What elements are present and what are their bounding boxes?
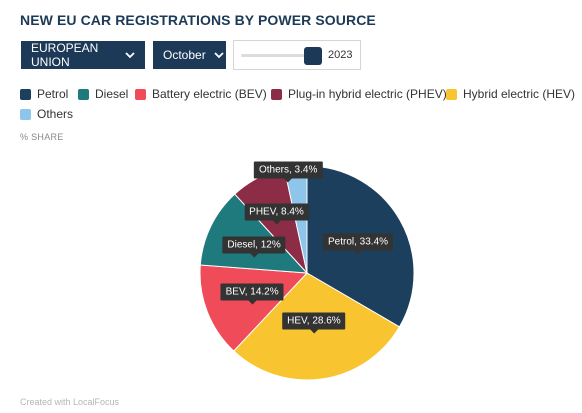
legend-item-others[interactable]: Others — [20, 107, 73, 121]
year-slider[interactable]: 2023 — [233, 40, 361, 70]
slice-label: Diesel, 12% — [222, 236, 286, 258]
legend-swatch — [271, 88, 282, 100]
year-value: 2023 — [328, 49, 353, 61]
slice-label: BEV, 14.2% — [220, 283, 284, 305]
slice-label: Petrol, 33.4% — [322, 233, 394, 255]
legend-swatch — [135, 88, 146, 100]
unit-label: % SHARE — [20, 132, 64, 142]
slice-label: Others, 3.4% — [253, 161, 323, 183]
legend-swatch — [20, 108, 31, 120]
region-dropdown[interactable]: EUROPEAN UNION — [21, 41, 145, 69]
credit-text: Created with LocalFocus — [20, 397, 120, 407]
month-dropdown-label: October — [163, 48, 206, 62]
chevron-down-icon — [125, 51, 135, 59]
chart-title: NEW EU CAR REGISTRATIONS BY POWER SOURCE — [20, 12, 376, 28]
legend-label: Plug-in hybrid electric (PHEV) — [288, 87, 447, 101]
legend-label: Diesel — [95, 87, 129, 101]
legend-swatch — [78, 88, 89, 100]
slice-label: HEV, 28.6% — [282, 312, 346, 334]
legend-swatch — [446, 88, 457, 100]
region-dropdown-label: EUROPEAN UNION — [31, 41, 99, 69]
legend-label: Hybrid electric (HEV) — [463, 87, 576, 101]
year-slider-track[interactable] — [241, 54, 313, 57]
legend-swatch — [20, 88, 31, 100]
legend-label: Others — [37, 107, 74, 121]
legend-item-phev[interactable]: Plug-in hybrid electric (PHEV) — [271, 87, 447, 101]
year-slider-thumb[interactable] — [304, 47, 322, 65]
legend-label: Petrol — [37, 87, 69, 101]
legend-item-hev[interactable]: Hybrid electric (HEV) — [446, 87, 575, 101]
chevron-down-icon — [214, 51, 224, 59]
legend-item-petrol[interactable]: Petrol — [20, 87, 68, 101]
legend-label: Battery electric (BEV) — [152, 87, 267, 101]
month-dropdown[interactable]: October — [153, 41, 226, 69]
legend-item-diesel[interactable]: Diesel — [78, 87, 128, 101]
legend-item-bev[interactable]: Battery electric (BEV) — [135, 87, 267, 101]
slice-label: PHEV, 8.4% — [244, 203, 309, 225]
